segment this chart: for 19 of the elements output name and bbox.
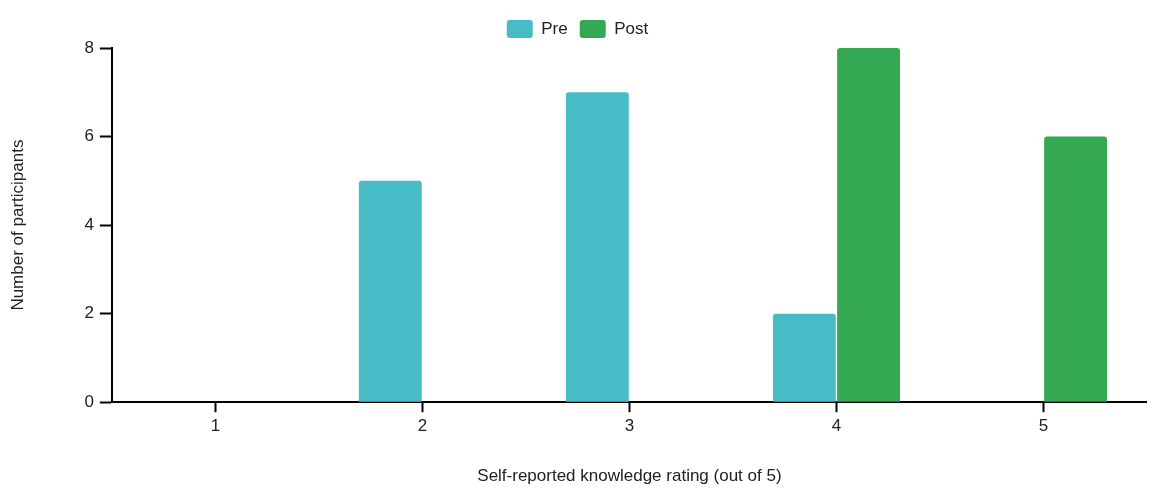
y-tick-label: 6 [84,126,94,146]
bar [772,313,836,402]
bar [837,48,900,402]
bar [565,92,629,402]
bar [358,180,422,402]
x-tick-label: 5 [1038,416,1049,436]
x-tick-label: 2 [417,416,428,436]
y-axis-title: Number of participants [7,139,27,311]
x-axis-title: Self-reported knowledge rating (out of 5) [477,466,782,486]
legend-label: Pre [541,18,568,38]
y-tick-label: 8 [84,37,94,57]
legend-label: Post [614,18,649,38]
x-tick-label: 1 [210,416,221,436]
x-tick-label: 3 [624,416,635,436]
y-tick-label: 4 [84,214,94,234]
y-tick-label: 2 [84,303,94,323]
x-tick-label: 4 [831,416,842,436]
bar [1044,136,1108,402]
y-tick-label: 0 [84,391,94,411]
